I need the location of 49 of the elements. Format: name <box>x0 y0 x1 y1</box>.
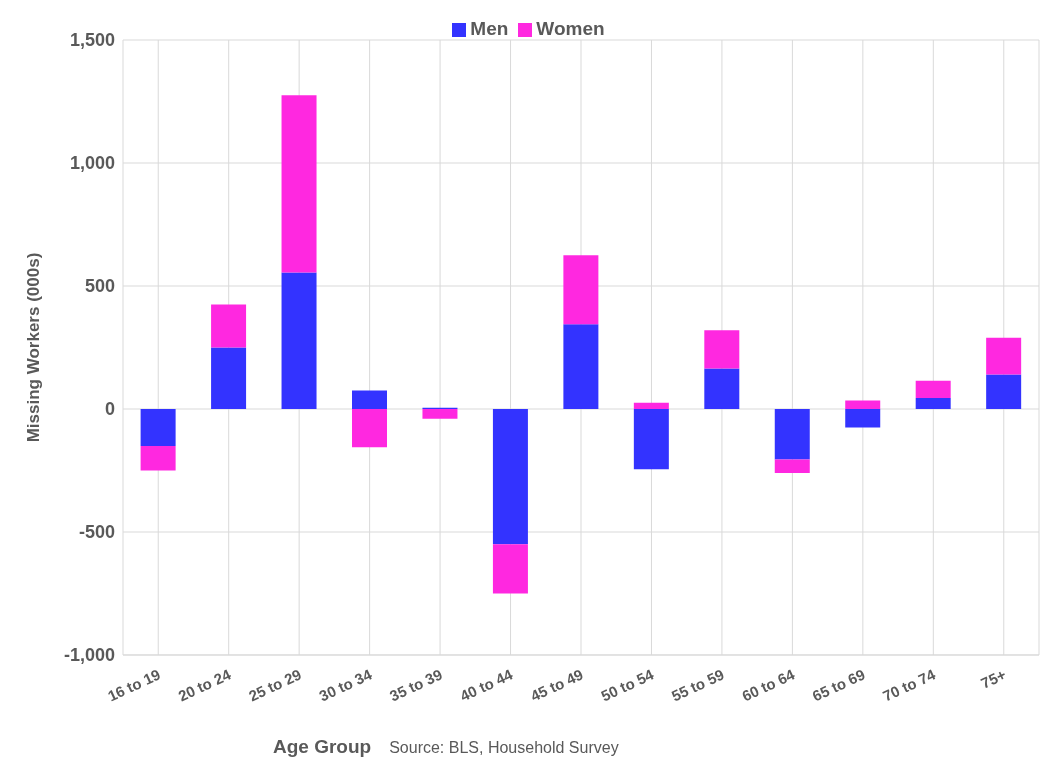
y-axis-title: Missing Workers (000s) <box>24 252 44 443</box>
y-tick-label: 1,500 <box>69 30 115 51</box>
legend-label: Men <box>470 18 509 39</box>
bar <box>492 544 528 594</box>
y-tick-label: 0 <box>104 399 115 420</box>
bar <box>986 374 1022 409</box>
x-tick-label: 65 to 69 <box>809 665 868 705</box>
bar <box>704 368 740 409</box>
bar <box>563 255 599 325</box>
x-tick-label: 45 to 49 <box>527 665 586 705</box>
bar <box>140 445 176 471</box>
x-tick-label: 35 to 39 <box>386 665 445 705</box>
x-tick-label: 16 to 19 <box>105 665 163 705</box>
bar <box>492 409 528 545</box>
bar <box>915 397 951 409</box>
source-note: Source: BLS, Household Survey <box>389 739 619 757</box>
bar <box>774 409 810 460</box>
x-tick-label: 30 to 34 <box>316 665 375 705</box>
y-tick-label: 1,000 <box>69 153 115 174</box>
bar <box>845 400 881 409</box>
bar <box>352 390 387 409</box>
y-tick-label: -1,000 <box>63 645 115 666</box>
x-tick-label: 70 to 74 <box>880 665 939 705</box>
bar <box>563 324 599 409</box>
x-tick-label: 50 to 54 <box>598 665 657 705</box>
x-tick-label: 75+ <box>978 665 1009 692</box>
x-tick-label: 60 to 64 <box>739 665 798 705</box>
legend-label: Women <box>536 18 605 39</box>
bar <box>633 409 669 470</box>
bar <box>845 409 881 428</box>
x-tick-label: 20 to 24 <box>175 665 234 705</box>
x-axis-title: Age Group <box>273 736 372 758</box>
y-tick-label: -500 <box>78 522 115 543</box>
x-tick-label: 55 to 59 <box>668 665 727 705</box>
bar <box>352 409 387 448</box>
bar <box>140 409 176 446</box>
bar <box>704 330 740 369</box>
x-tick-label: 25 to 29 <box>245 665 304 705</box>
bar <box>915 380 951 398</box>
bar <box>211 304 247 348</box>
bar <box>211 347 247 409</box>
y-tick-label: 500 <box>84 276 115 297</box>
bar <box>281 272 317 409</box>
bar <box>422 409 458 419</box>
bar <box>281 95 317 273</box>
bar <box>774 459 810 473</box>
bar <box>986 337 1022 375</box>
x-tick-label: 40 to 44 <box>457 665 516 705</box>
bar <box>633 402 669 409</box>
